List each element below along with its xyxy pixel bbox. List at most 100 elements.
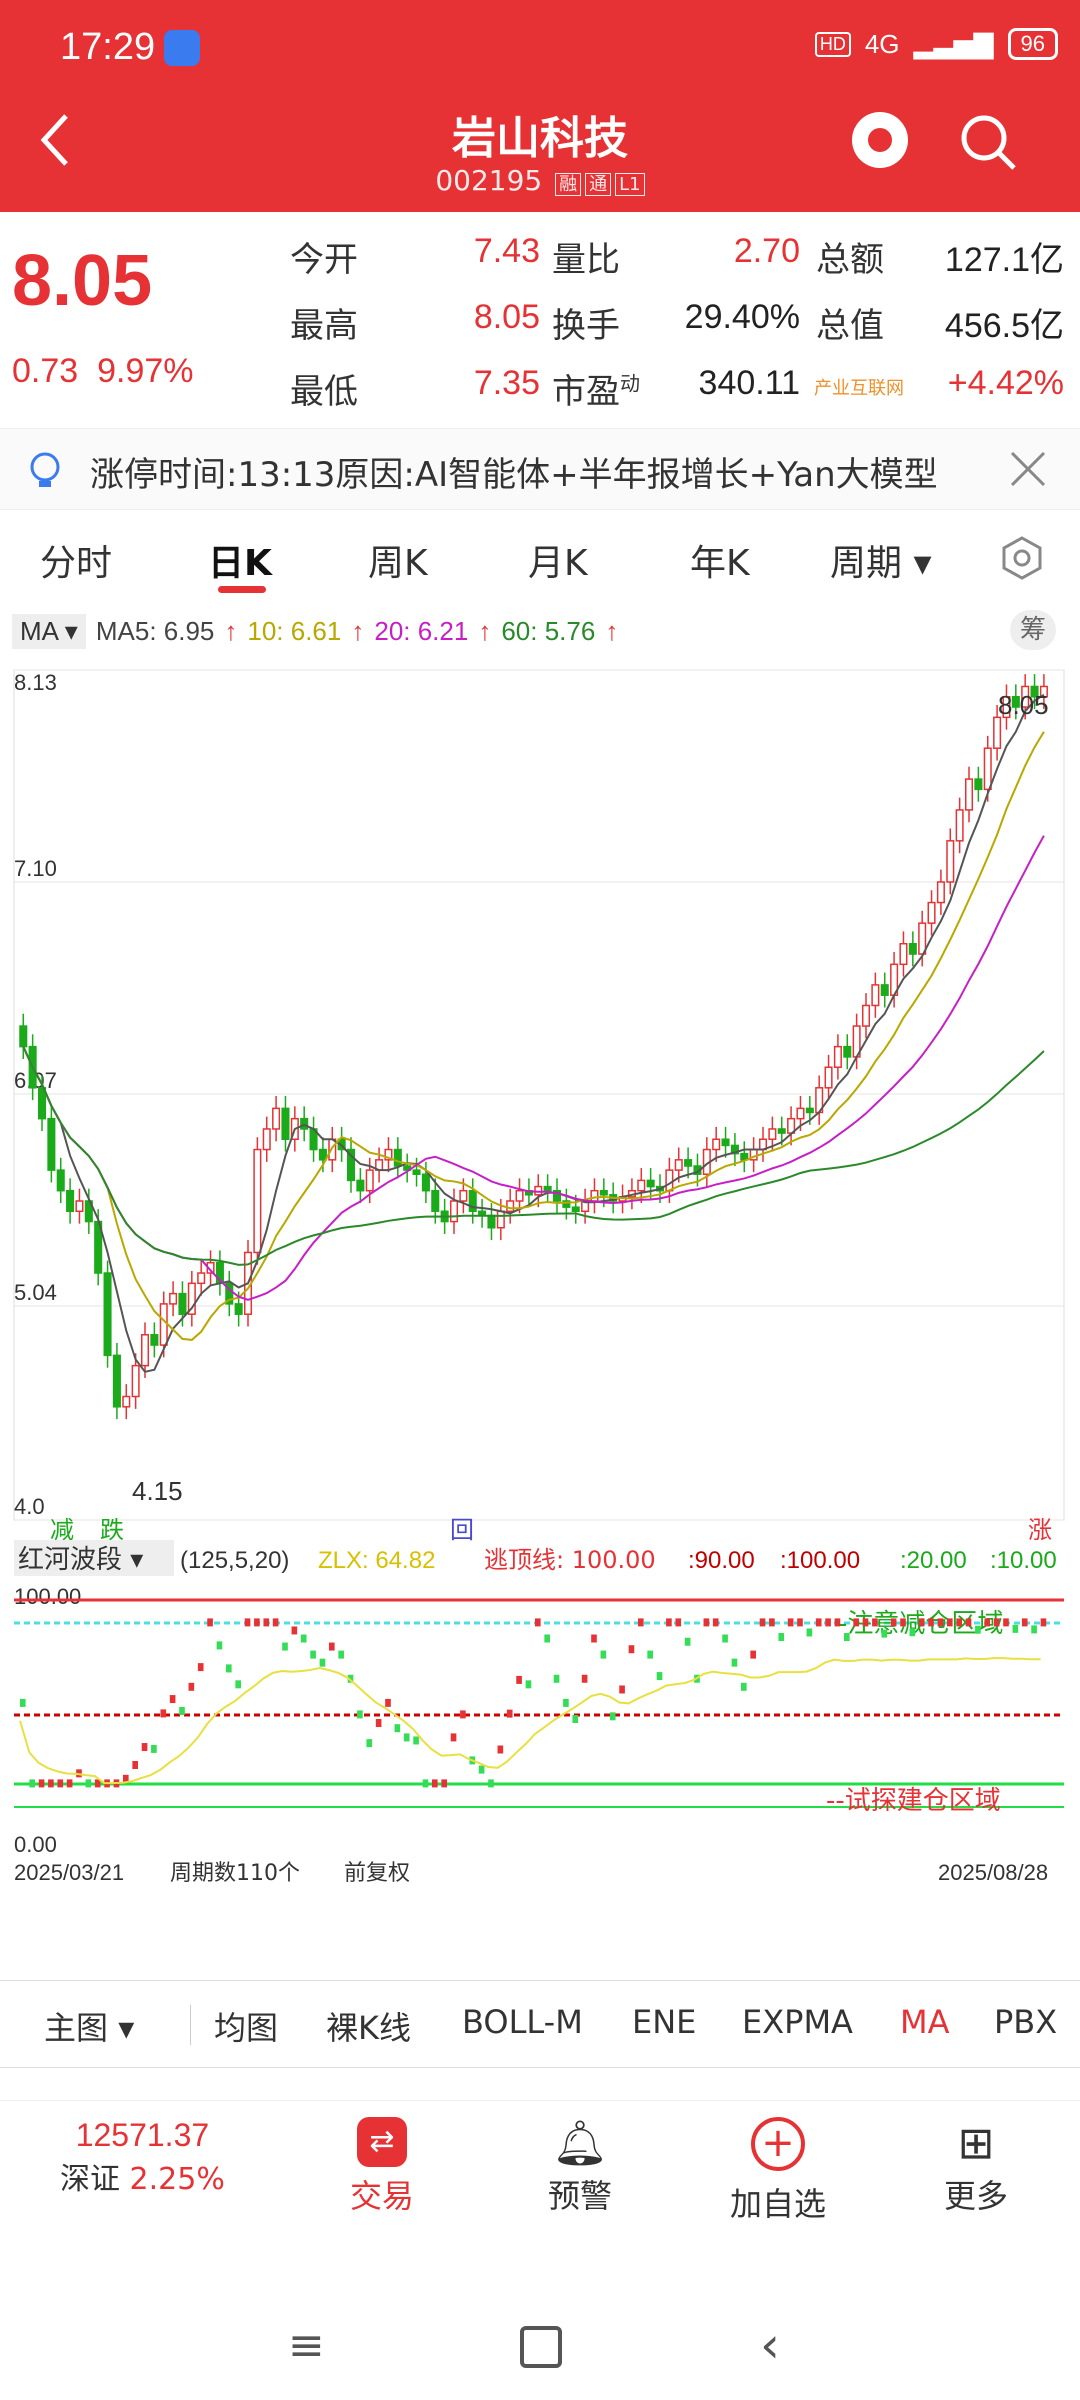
- ma-legend: MA ▾ MA5: 6.95 ↑ 10: 6.61 ↑ 20: 6.21 ↑ 60: …: [12, 614, 618, 649]
- low-value: 7.35: [473, 364, 540, 402]
- candle: [384, 1148, 393, 1161]
- indicator-pbx[interactable]: PBX: [994, 2003, 1058, 2041]
- open-value: 7.43: [473, 232, 540, 270]
- candle: [318, 1148, 327, 1161]
- price-change: 0.73 9.97%: [12, 352, 194, 390]
- wave-bar: [544, 1634, 550, 1643]
- open-label: 今开: [290, 240, 358, 280]
- wave-bar: [497, 1745, 504, 1754]
- candle: [421, 1173, 430, 1192]
- back-button[interactable]: [36, 110, 76, 170]
- line10-value: :10.00: [990, 1547, 1057, 1574]
- wave-bar: [722, 1634, 728, 1643]
- link-icon: [164, 30, 200, 66]
- candle: [861, 1004, 871, 1027]
- plus-circle-icon: +: [751, 2117, 805, 2171]
- wave-bar: [572, 1715, 579, 1723]
- wave-bar: [263, 1618, 270, 1627]
- candle: [665, 1169, 674, 1192]
- period-tabs: 分时 日K 周K 月K 年K 周期 ▾: [0, 520, 1080, 600]
- nav-add-watch[interactable]: + 加自选: [730, 2117, 826, 2225]
- zlx-value: ZLX: 64.82: [318, 1547, 435, 1574]
- candle: [140, 1334, 150, 1367]
- wave-bar: [600, 1650, 607, 1659]
- nav-trade[interactable]: ⇄ 交易: [350, 2117, 414, 2217]
- menu-icon[interactable]: ≡: [288, 2320, 325, 2371]
- ma20-line: [22, 835, 1045, 1301]
- candle: [712, 1138, 721, 1151]
- tab-daily[interactable]: 日K: [208, 543, 272, 584]
- wave-bar: [85, 1779, 92, 1788]
- wave-bar: [965, 1618, 972, 1627]
- tab-minute[interactable]: 分时: [40, 543, 113, 584]
- candle: [637, 1179, 646, 1192]
- settings-hex-icon[interactable]: [998, 534, 1046, 582]
- wave-bar: [647, 1650, 653, 1659]
- candle: [955, 809, 964, 842]
- nav-more[interactable]: ⊞ 更多: [944, 2118, 1009, 2215]
- tab-weekly[interactable]: 周K: [368, 543, 428, 584]
- stock-code: 002195: [435, 164, 543, 197]
- signal-mark: 回: [450, 1516, 474, 1544]
- candle: [365, 1169, 374, 1192]
- stock-code-line: 002195 融通 L1: [0, 164, 1080, 197]
- tab-yearly[interactable]: 年K: [690, 543, 750, 584]
- tab-monthly[interactable]: 月K: [528, 543, 588, 584]
- indicator-ma[interactable]: MA: [900, 2003, 950, 2041]
- indicator-boll[interactable]: BOLL-M: [462, 2003, 583, 2041]
- candle: [684, 1159, 693, 1167]
- sector-label[interactable]: 产业互联网: [814, 378, 904, 399]
- search-button[interactable]: [958, 112, 1018, 172]
- candle: [880, 984, 889, 996]
- candle: [19, 1025, 28, 1048]
- candle: [131, 1364, 140, 1398]
- candle: [159, 1303, 168, 1346]
- chip-button[interactable]: 筹: [1010, 610, 1056, 650]
- indicator-main[interactable]: 主图 ▾: [44, 2009, 135, 2047]
- candle: [431, 1189, 440, 1213]
- tab-period[interactable]: 周期 ▾: [830, 543, 932, 584]
- news-bar[interactable]: 涨停时间:13:13原因:AI智能体+半年报增长+Yan大模型: [0, 428, 1080, 510]
- wave-bar: [329, 1642, 335, 1651]
- y-tick-label: 4.0: [14, 1494, 45, 1519]
- back-nav-icon[interactable]: ‹: [760, 2316, 780, 2374]
- ma-select[interactable]: MA ▾: [12, 614, 86, 649]
- indicator-jt[interactable]: 均图: [214, 2009, 279, 2047]
- index-value: 12571.37: [75, 2117, 210, 2153]
- ma10-line: [22, 731, 1045, 1341]
- wave-bar: [207, 1618, 213, 1627]
- y-tick-label: 5.04: [14, 1280, 57, 1305]
- candle: [843, 1045, 852, 1058]
- candle: [1030, 685, 1039, 698]
- nav-alert[interactable]: 🔔︎ 预警: [548, 2118, 613, 2215]
- mascot-icon[interactable]: [852, 112, 908, 168]
- wave-bar: [806, 1628, 813, 1637]
- wave-bar: [675, 1618, 682, 1627]
- chart-frame: [13, 669, 1065, 1521]
- wave-bar: [441, 1779, 447, 1788]
- candle: [1002, 696, 1011, 719]
- indicator-expma[interactable]: EXPMA: [742, 2003, 853, 2041]
- indicator-ene[interactable]: ENE: [632, 2003, 697, 2041]
- candle: [562, 1200, 571, 1208]
- wave-bar: [778, 1633, 785, 1642]
- wave-bar: [591, 1634, 597, 1643]
- candle: [927, 901, 936, 924]
- close-icon[interactable]: [1008, 449, 1048, 489]
- volratio-value: 2.70: [733, 232, 800, 270]
- line20-value: :20.00: [900, 1547, 967, 1574]
- indicator-luok[interactable]: 裸K线: [326, 2009, 411, 2047]
- candle: [515, 1189, 524, 1202]
- index-quote[interactable]: 12571.37 深证 2.25%: [60, 2117, 225, 2198]
- wave-bar: [141, 1743, 148, 1752]
- wave-bar: [787, 1618, 794, 1627]
- wave-bar: [244, 1618, 251, 1627]
- high-label: 最高: [290, 306, 358, 346]
- candle: [571, 1206, 580, 1213]
- wave-bar: [132, 1761, 138, 1769]
- wave-bar: [160, 1709, 167, 1718]
- y-tick-label: 8.13: [14, 670, 57, 695]
- margin-tag: 融: [555, 173, 582, 196]
- home-icon[interactable]: [520, 2326, 562, 2368]
